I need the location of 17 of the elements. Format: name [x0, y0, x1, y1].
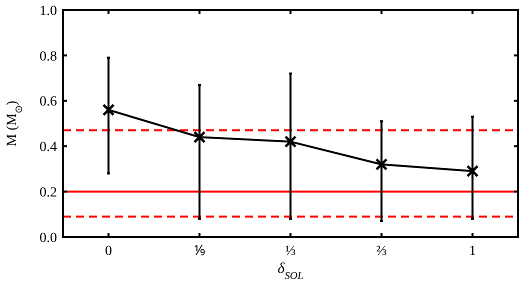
x-tick-label: ⅓ [285, 244, 296, 259]
y-tick-label: 0.0 [40, 230, 57, 246]
x-axis-title: δ$_{SOL}$ [278, 261, 304, 282]
point [102, 104, 115, 116]
y-tick-label: 0.8 [40, 49, 57, 64]
point [375, 158, 388, 171]
y-tick-label: 0.2 [40, 186, 57, 200]
x-tick-label: ⅑ [194, 244, 205, 259]
y-tick-label: 0.4 [40, 140, 57, 156]
point [284, 135, 297, 148]
point [466, 164, 479, 178]
point [193, 130, 206, 144]
x-tick-label: 1 [469, 244, 476, 259]
y-tick-label: 1.0 [40, 4, 57, 19]
x-tick-label: ⅔ [376, 244, 387, 259]
y-tick-label: 0.6 [40, 94, 57, 110]
x-tick-label: 0 [105, 244, 112, 259]
